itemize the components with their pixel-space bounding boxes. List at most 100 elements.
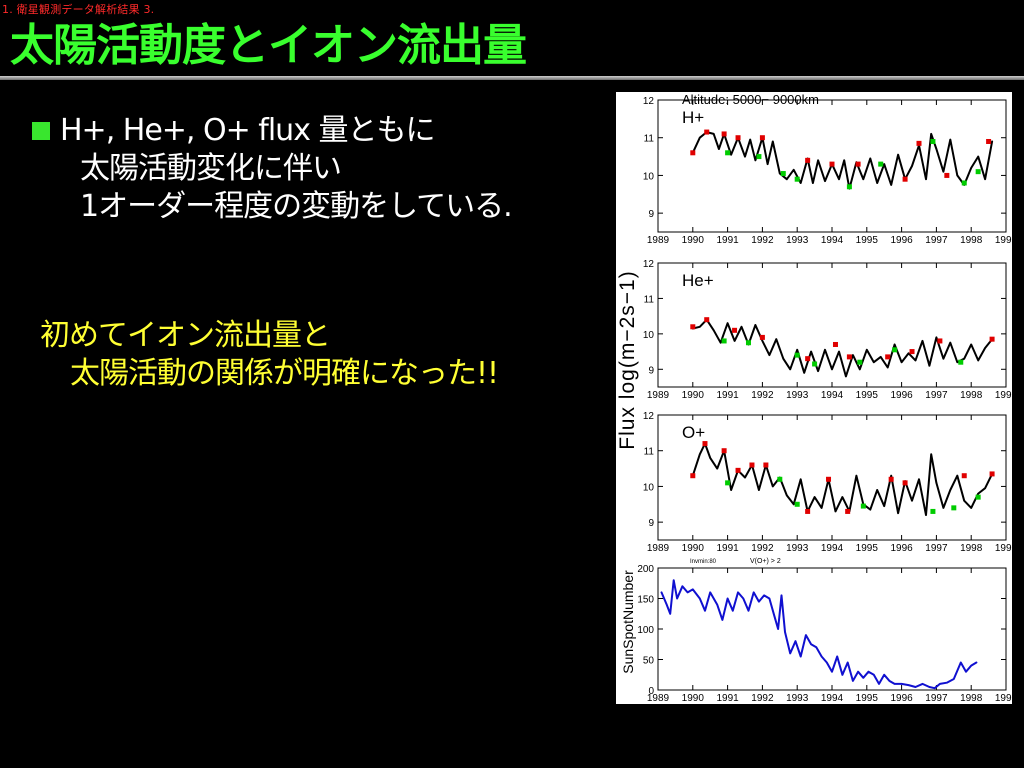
high-marker <box>759 334 765 340</box>
high-marker <box>885 354 891 360</box>
x-tick-label: 1995 <box>856 390 879 401</box>
x-tick-label: 1996 <box>890 390 913 401</box>
low-marker <box>725 480 731 486</box>
footnote-left: Invmin:80 <box>690 559 717 565</box>
low-marker <box>930 138 936 144</box>
flux-series-line <box>691 131 994 190</box>
y-tick-label: 12 <box>643 259 655 270</box>
high-marker <box>846 354 852 360</box>
x-tick-label: 1990 <box>682 693 705 704</box>
high-marker <box>759 135 765 141</box>
low-marker <box>860 503 866 509</box>
low-marker <box>930 508 936 514</box>
x-tick-label: 1998 <box>960 693 983 704</box>
high-marker <box>855 161 861 167</box>
x-tick-label: 1997 <box>925 390 948 401</box>
panel-label: O+ <box>682 423 705 442</box>
low-marker <box>975 494 981 500</box>
bullet-line-2: 太陽活動変化に伴い <box>80 151 342 186</box>
x-tick-label: 1992 <box>751 235 774 246</box>
y-tick-label: 11 <box>644 134 655 145</box>
bullet-row: H+, He+, O+ flux 量ともに <box>32 112 512 150</box>
x-tick-label: 1993 <box>786 543 809 554</box>
panel-label: He+ <box>682 271 714 290</box>
x-tick-label: 1997 <box>925 693 948 704</box>
y-tick-label: 10 <box>643 482 655 493</box>
x-tick-label: 1989 <box>647 543 670 554</box>
x-tick-label: 1994 <box>821 543 844 554</box>
x-tick-label: 1993 <box>786 235 809 246</box>
y-tick-label: 9 <box>648 209 654 220</box>
flux-series-line <box>691 442 994 516</box>
x-tick-label: 1996 <box>890 693 913 704</box>
x-tick-label: 1995 <box>856 235 879 246</box>
high-marker <box>902 480 908 486</box>
high-marker <box>961 473 967 479</box>
x-tick-label: 1995 <box>856 693 879 704</box>
high-marker <box>702 441 708 447</box>
x-tick-label: 1992 <box>751 390 774 401</box>
flux-series-line <box>691 318 994 378</box>
y-tick-label: 9 <box>648 518 654 529</box>
low-marker <box>794 501 800 507</box>
slide-title: 太陽活動度とイオン流出量 <box>10 20 527 71</box>
bullet-line-3: 1オーダー程度の変動をしている. <box>80 189 513 224</box>
high-marker <box>721 131 727 137</box>
x-tick-label: 1991 <box>716 543 739 554</box>
bullet-line-1: H+, He+, O+ flux 量ともに <box>60 113 435 148</box>
low-marker <box>721 338 727 344</box>
title-divider <box>0 76 1024 80</box>
flux-sunspot-figure: Altitude: 5000− 9000km Flux log(m−2s−1) … <box>616 92 1012 704</box>
conclusion-line-2: 太陽活動の関係が明確になった!! <box>70 356 499 391</box>
high-marker <box>916 140 922 146</box>
high-marker <box>805 508 811 514</box>
x-tick-label: 1989 <box>647 390 670 401</box>
high-marker <box>805 356 811 362</box>
high-marker <box>937 338 943 344</box>
figure-panel: Altitude: 5000− 9000km Flux log(m−2s−1) … <box>616 92 1012 704</box>
sunspot-series-line <box>660 579 978 690</box>
x-tick-label: 1995 <box>856 543 879 554</box>
high-marker <box>732 327 738 333</box>
y-tick-label: 0 <box>648 686 654 697</box>
x-tick-label: 1998 <box>960 543 983 554</box>
low-marker <box>846 184 852 190</box>
x-tick-label: 1996 <box>890 543 913 554</box>
high-marker <box>832 341 838 347</box>
high-marker <box>690 150 696 156</box>
low-marker <box>780 171 786 177</box>
high-marker <box>704 317 710 323</box>
y-tick-label: 12 <box>643 96 655 107</box>
low-marker <box>958 359 964 365</box>
bullet-block: H+, He+, O+ flux 量ともに 太陽活動変化に伴い 1オーダー程度の… <box>32 112 513 226</box>
high-marker <box>704 129 710 135</box>
x-tick-label: 1991 <box>716 390 739 401</box>
x-tick-label: 1993 <box>786 390 809 401</box>
y-tick-label: 150 <box>637 595 654 606</box>
high-marker <box>829 161 835 167</box>
low-marker <box>777 476 783 482</box>
low-marker <box>794 352 800 358</box>
x-tick-label: 1994 <box>821 693 844 704</box>
low-marker <box>975 169 981 175</box>
x-tick-label: 1990 <box>682 235 705 246</box>
y-tick-label: 100 <box>637 625 654 636</box>
x-tick-label: 1997 <box>925 235 948 246</box>
x-tick-label: 1994 <box>821 235 844 246</box>
low-marker <box>878 161 884 167</box>
low-marker <box>745 340 751 346</box>
high-marker <box>902 176 908 182</box>
x-tick-label: 1991 <box>716 235 739 246</box>
high-marker <box>690 473 696 479</box>
high-marker <box>826 476 832 482</box>
high-marker <box>909 349 915 355</box>
x-tick-label: 1997 <box>925 543 948 554</box>
y-tick-label: 10 <box>643 330 655 341</box>
high-marker <box>763 462 769 468</box>
y-tick-label: 200 <box>637 564 654 575</box>
x-tick-label: 1990 <box>682 390 705 401</box>
plot-frame <box>657 414 1007 541</box>
